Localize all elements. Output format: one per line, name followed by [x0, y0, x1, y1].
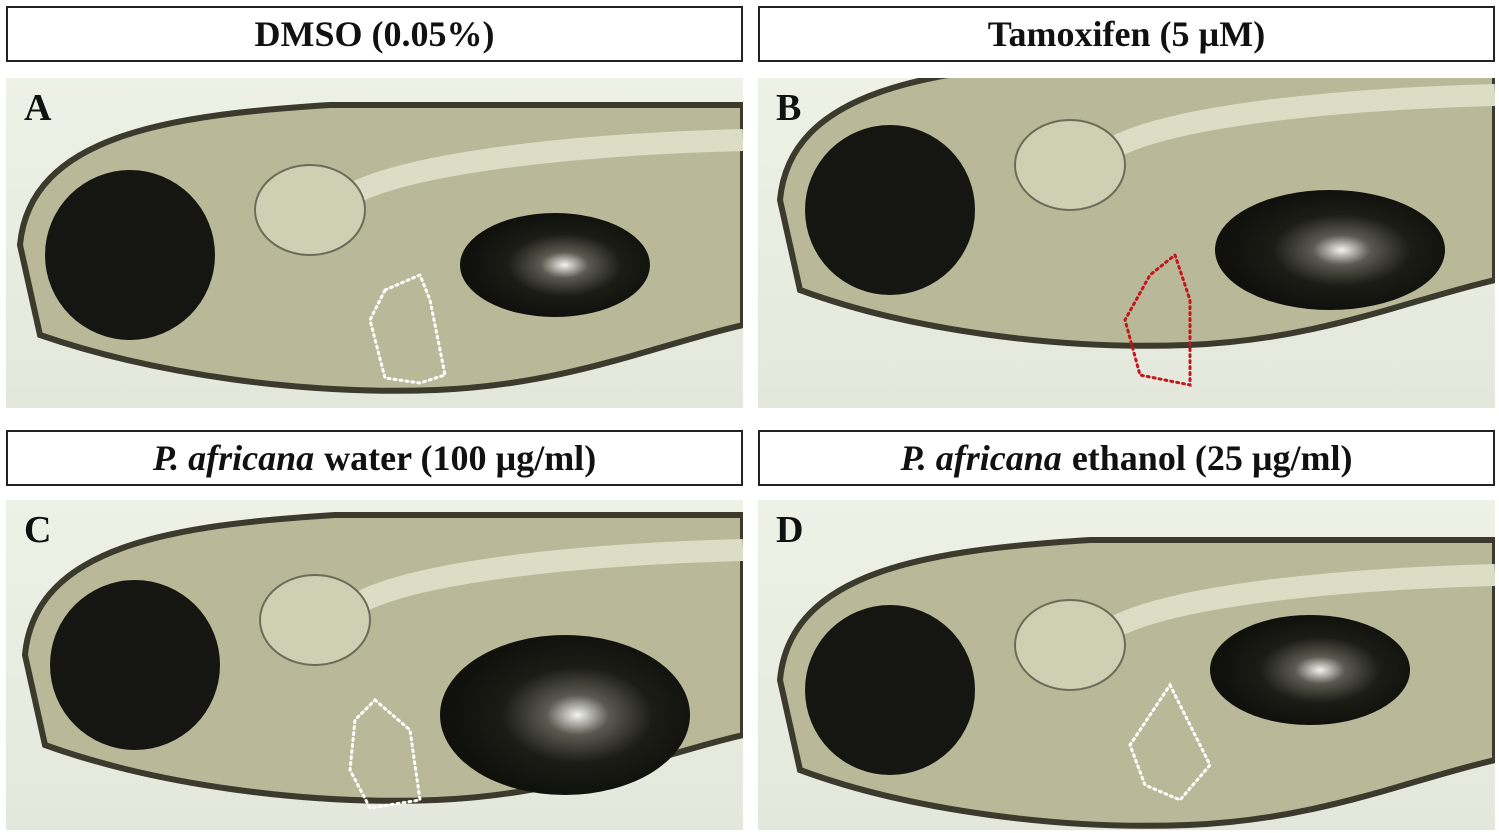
micrograph: A [6, 78, 743, 408]
dorsal-band [344, 129, 743, 205]
panel-letter: C [24, 509, 51, 551]
eye [45, 170, 215, 340]
micrograph: D [758, 500, 1495, 830]
dorsal-band [349, 539, 743, 615]
dorsal-band [1104, 564, 1495, 640]
panel-letter: D [776, 509, 803, 551]
larva-body [16, 102, 743, 394]
species-name: P. africana [900, 438, 1062, 478]
eye [805, 125, 975, 295]
panel-letter: B [776, 87, 801, 129]
larva-body [776, 537, 1495, 829]
ear [259, 574, 371, 666]
liver-outline [368, 273, 447, 385]
panel-title: P. africana ethanol (25 µg/ml) [758, 430, 1495, 486]
panel-title: Tamoxifen (5 µM) [758, 6, 1495, 62]
treatment: water (100 µg/ml) [324, 438, 597, 478]
liver-outline [348, 697, 422, 810]
swim-bladder [440, 635, 690, 795]
micrograph: C [6, 500, 743, 830]
ear [254, 164, 366, 256]
panel-title: P. africana water (100 µg/ml) [6, 430, 743, 486]
ear [1014, 599, 1126, 691]
treatment: DMSO (0.05%) [254, 14, 495, 54]
dorsal-band [1104, 84, 1495, 160]
swim-bladder [460, 213, 650, 317]
panel-title: DMSO (0.05%) [6, 6, 743, 62]
panel-letter: A [24, 87, 52, 129]
ear [1014, 119, 1126, 211]
treatment: ethanol (25 µg/ml) [1071, 438, 1353, 478]
liver-outline [1123, 252, 1192, 387]
micrograph: B [758, 78, 1495, 408]
liver-outline [1128, 682, 1212, 802]
swim-bladder [1215, 190, 1445, 310]
swim-bladder [1210, 615, 1410, 725]
species-name: P. africana [152, 438, 315, 478]
eye [805, 605, 975, 775]
eye [50, 580, 220, 750]
treatment: Tamoxifen (5 µM) [987, 14, 1266, 54]
